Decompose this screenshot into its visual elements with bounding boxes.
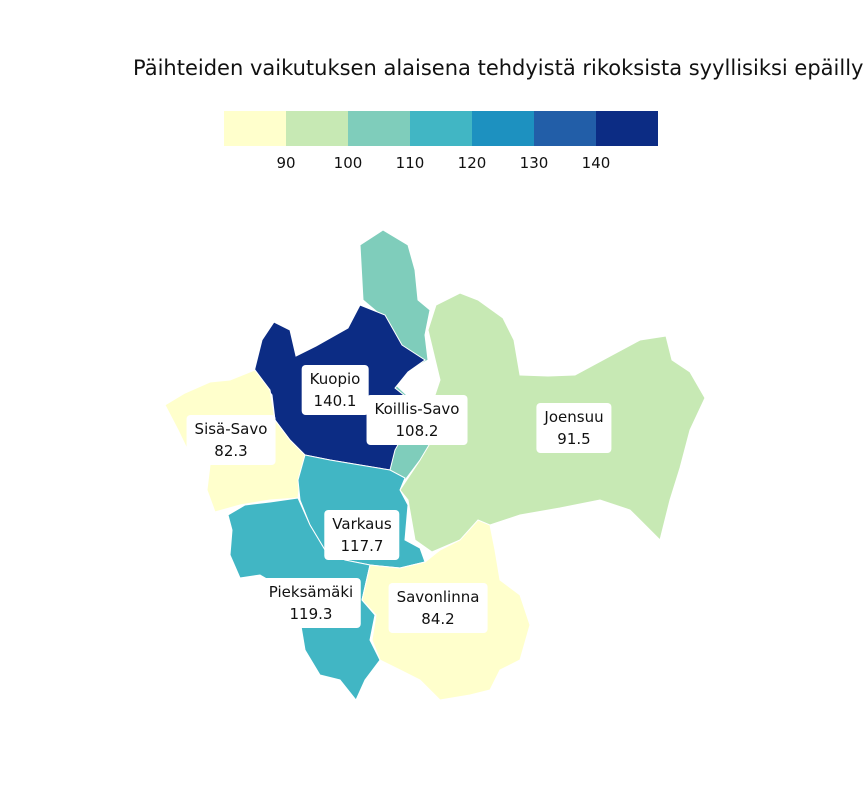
label-joensuu-value: 91.5	[557, 430, 591, 448]
label-savonlinna-value: 84.2	[421, 610, 455, 628]
label-kuopio-name: Kuopio	[309, 370, 361, 388]
legend-tick-140: 140	[581, 154, 611, 172]
color-legend	[224, 111, 658, 146]
legend-tick-110: 110	[395, 154, 425, 172]
legend-swatch-0	[224, 111, 286, 146]
label-sisa-savo-value: 82.3	[214, 442, 248, 460]
label-varkaus-name: Varkaus	[332, 515, 392, 533]
legend-swatch-1	[286, 111, 348, 146]
label-koillis-savo-name: Koillis-Savo	[374, 400, 460, 418]
label-koillis-savo: Koillis-Savo 108.2	[366, 395, 468, 445]
legend-tick-100: 100	[333, 154, 363, 172]
map-title: Päihteiden vaikutuksen alaisena tehdyist…	[133, 56, 864, 80]
label-kuopio: Kuopio 140.1	[301, 365, 369, 415]
legend-tick-120: 120	[457, 154, 487, 172]
label-pieksamaki-name: Pieksämäki	[268, 583, 354, 601]
legend-tick-90: 90	[276, 154, 296, 172]
label-koillis-savo-value: 108.2	[395, 422, 439, 440]
legend-swatch-6	[596, 111, 658, 146]
legend-swatch-2	[348, 111, 410, 146]
label-joensuu: Joensuu 91.5	[536, 403, 612, 453]
label-sisa-savo: Sisä-Savo 82.3	[186, 415, 276, 465]
label-joensuu-name: Joensuu	[544, 408, 604, 426]
legend-swatch-3	[410, 111, 472, 146]
label-pieksamaki-value: 119.3	[289, 605, 333, 623]
legend-swatch-4	[472, 111, 534, 146]
label-varkaus: Varkaus 117.7	[324, 510, 400, 560]
label-varkaus-value: 117.7	[340, 537, 384, 555]
label-pieksamaki: Pieksämäki 119.3	[260, 578, 362, 628]
label-sisa-savo-name: Sisä-Savo	[194, 420, 268, 438]
label-savonlinna-name: Savonlinna	[396, 588, 480, 606]
legend-swatch-5	[534, 111, 596, 146]
label-savonlinna: Savonlinna 84.2	[388, 583, 488, 633]
label-kuopio-value: 140.1	[313, 392, 357, 410]
legend-tick-130: 130	[519, 154, 549, 172]
